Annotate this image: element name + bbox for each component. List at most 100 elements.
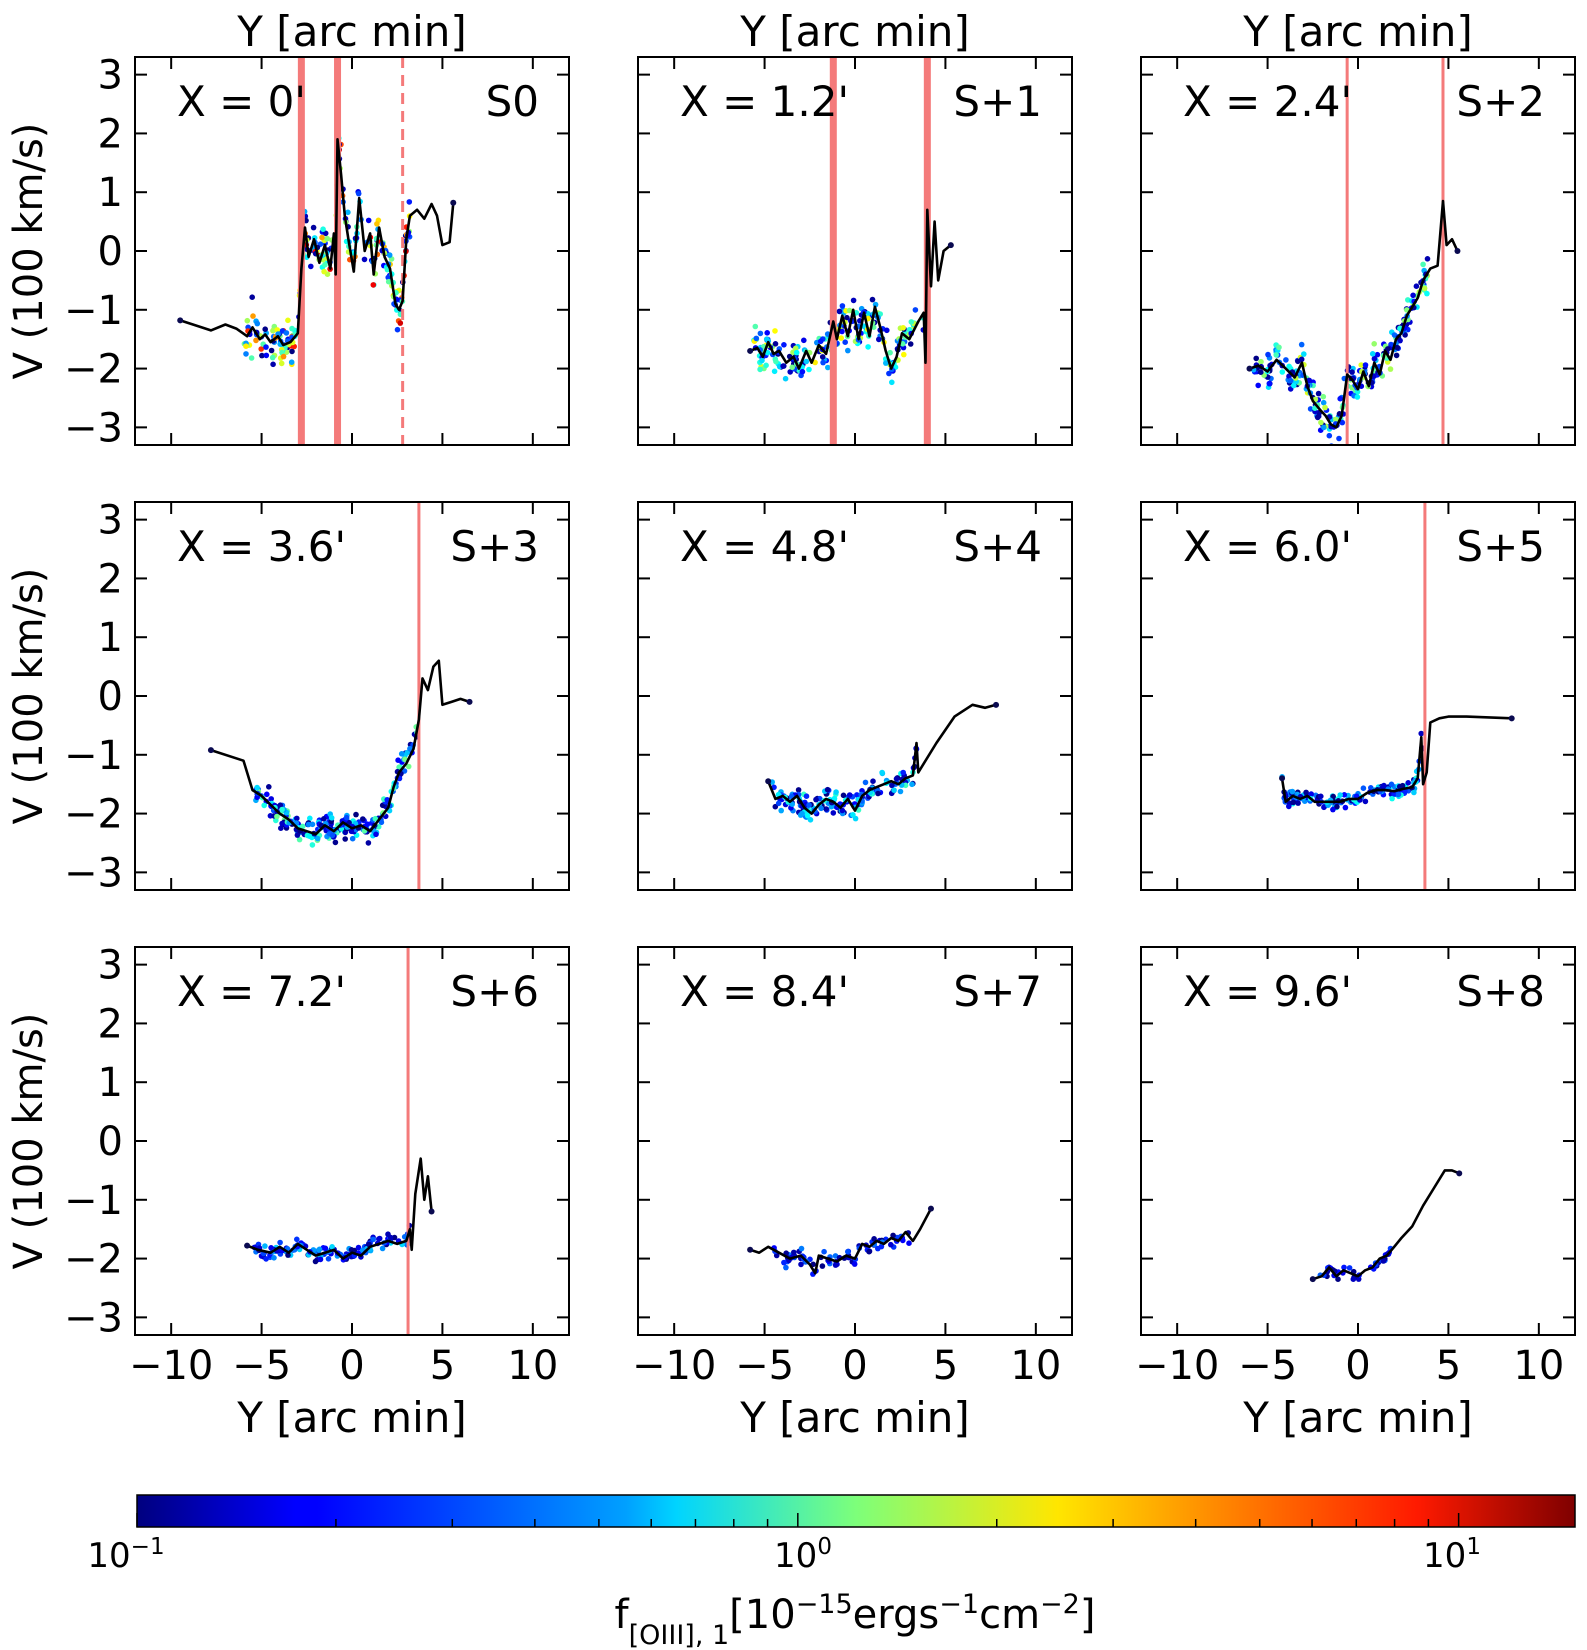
data-point [836, 308, 843, 315]
data-point [268, 796, 275, 802]
data-point [398, 751, 405, 757]
data-point [279, 820, 285, 827]
data-point [886, 370, 892, 377]
data-point [244, 317, 251, 324]
data-point [798, 1261, 804, 1268]
data-point [901, 351, 907, 358]
data-point [1320, 393, 1327, 400]
panel-6-slit-label: S+6 [450, 967, 539, 1016]
series-line-end [1454, 248, 1461, 254]
data-point [833, 789, 839, 795]
data-point [900, 325, 906, 331]
data-point [782, 375, 789, 382]
data-point [1289, 788, 1296, 795]
panel-7-x-annotation: X = 8.4' [680, 967, 849, 1016]
panel-5-slit-label: S+5 [1456, 522, 1545, 571]
cbar-tick-exp-1: 0 [817, 1534, 832, 1560]
data-point [271, 1255, 277, 1261]
data-point [1258, 369, 1264, 376]
data-point [771, 368, 778, 375]
data-point [845, 347, 851, 354]
data-point [1337, 792, 1343, 798]
y-tick-label: −3 [64, 1295, 123, 1341]
data-point [263, 352, 270, 359]
data-point [1307, 406, 1314, 412]
x-tick-label: 5 [430, 1343, 455, 1389]
data-point [307, 815, 313, 822]
data-point [274, 813, 280, 820]
top-xlabel-col3: Y [arc min] [1242, 7, 1473, 56]
data-point [1389, 795, 1395, 802]
data-point [270, 327, 276, 334]
panel-8-plot-area [1309, 1169, 1463, 1283]
data-point [1335, 1276, 1341, 1282]
data-point [1413, 283, 1420, 290]
data-point [263, 344, 269, 350]
series-line-end [1456, 1170, 1463, 1177]
x-tick-label: 10 [1513, 1343, 1564, 1389]
data-point [1255, 382, 1261, 389]
data-point [324, 235, 331, 242]
data-point [317, 1256, 324, 1263]
data-point [1301, 351, 1307, 357]
data-point [792, 345, 799, 352]
panel-0-slit-label: S0 [486, 77, 539, 126]
series-line-start [765, 778, 772, 785]
data-point [781, 342, 787, 348]
data-point [353, 811, 359, 818]
top-xlabel-col2: Y [arc min] [739, 7, 970, 56]
series-line-end [993, 701, 1000, 708]
panel-8: −10 −5 0 5 10 X = 9.6' S+8 [1135, 946, 1576, 1389]
x-tick-label: 0 [842, 1343, 867, 1389]
data-point [907, 341, 914, 347]
colorbar-tick-label-1: 100 [774, 1534, 832, 1576]
data-point [314, 835, 321, 842]
data-point [262, 326, 269, 333]
colorbar-ticks [136, 1513, 1460, 1527]
data-point [1342, 804, 1349, 811]
data-point [1315, 390, 1322, 397]
data-point [789, 364, 795, 371]
data-point [1333, 416, 1339, 423]
bottom-xlabel-col1: Y [arc min] [236, 1393, 467, 1442]
bottom-xlabel-col2: Y [arc min] [739, 1393, 970, 1442]
data-point [277, 1239, 283, 1246]
data-point [1283, 357, 1289, 363]
data-point [321, 268, 327, 275]
data-point [1410, 292, 1416, 299]
x-tick-label: −5 [735, 1343, 794, 1389]
panel-1-x-annotation: X = 1.2' [680, 77, 849, 126]
data-point [299, 823, 306, 830]
data-point [1418, 730, 1424, 737]
panel-2-slit-label: S+2 [1456, 77, 1545, 126]
data-point [850, 812, 856, 818]
data-point [288, 359, 295, 366]
top-xlabel-col1: Y [arc min] [236, 7, 467, 56]
data-point [329, 1244, 335, 1250]
data-point [1318, 793, 1324, 800]
data-point [817, 338, 824, 345]
data-point [783, 1264, 789, 1271]
data-point [1253, 355, 1259, 362]
panel-8-slit-label: S+8 [1456, 967, 1545, 1016]
data-point [261, 802, 268, 809]
x-tick-label: 10 [1010, 1343, 1061, 1389]
data-point [1339, 419, 1346, 426]
data-point [277, 802, 284, 808]
colorbar-label: f[OIII], 1[10−15ergs−1cm−2] [615, 1589, 1096, 1650]
y-tick-label: −2 [64, 347, 123, 393]
data-point [289, 325, 295, 332]
x-tick-label: 0 [1345, 1343, 1370, 1389]
x-tick-label: 0 [339, 1343, 364, 1389]
series-line-start [747, 1246, 754, 1253]
data-point [1388, 781, 1395, 788]
panel-8-x-annotation: X = 9.6' [1183, 967, 1352, 1016]
panel-7-plot-area [747, 1205, 934, 1277]
data-point [787, 369, 793, 375]
y-tick-label: −1 [64, 1178, 123, 1224]
data-point [268, 347, 275, 354]
data-point [306, 833, 313, 839]
data-point [322, 230, 329, 237]
